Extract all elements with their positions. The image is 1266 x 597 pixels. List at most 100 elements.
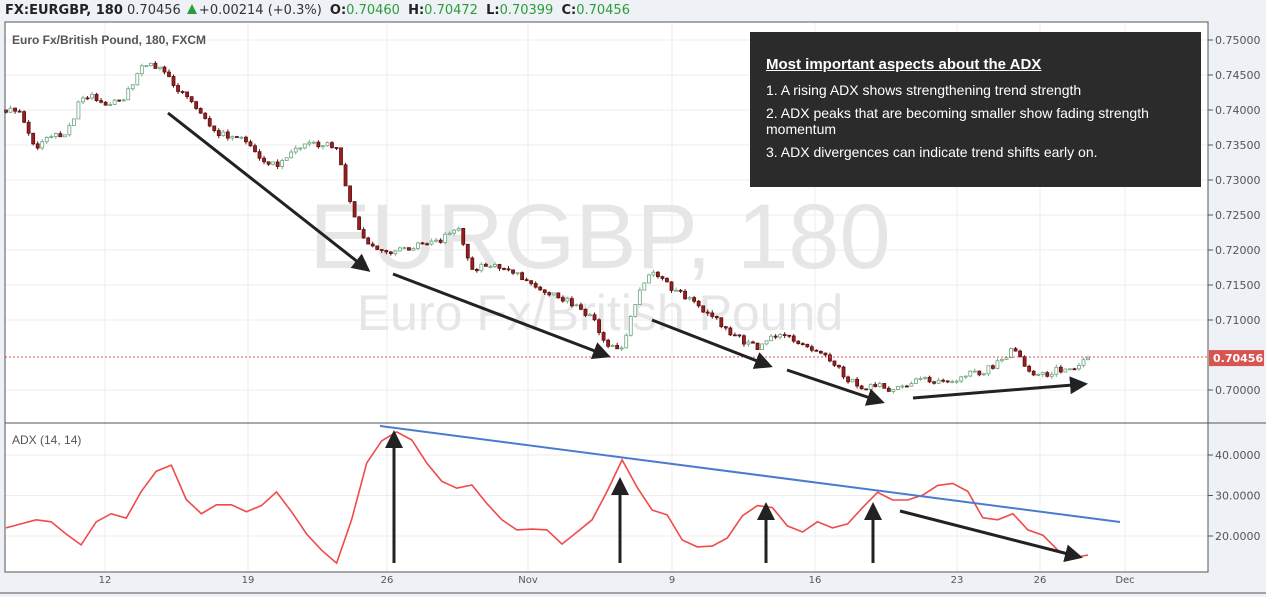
candle-down <box>1045 372 1050 377</box>
candle-up <box>447 232 452 235</box>
candle-up <box>139 65 144 75</box>
candle-down <box>665 278 669 283</box>
candle-down <box>701 305 706 313</box>
symbol-name: FX:EURGBP, 180 <box>5 3 123 18</box>
candle-down <box>1013 348 1018 352</box>
candle-up <box>289 151 294 159</box>
candle-up <box>293 147 298 153</box>
candle-up <box>112 99 117 105</box>
candle-down <box>153 62 158 69</box>
high-label: H: <box>408 3 425 18</box>
candle-down <box>773 335 778 338</box>
price-change: +0.00214 (+0.3%) <box>198 3 322 18</box>
candle-up <box>402 247 407 250</box>
candle-up <box>158 66 162 69</box>
adx-tick-label: 30.0000 <box>1215 490 1261 503</box>
candle-down <box>185 91 189 98</box>
candle-down <box>841 366 846 378</box>
candle-down <box>257 151 262 159</box>
candle-down <box>800 343 805 346</box>
candle-up <box>637 289 642 305</box>
price-tick-label: 0.70000 <box>1215 384 1261 397</box>
candle-down <box>606 339 611 347</box>
candle-down <box>742 335 746 345</box>
candle-up <box>954 380 959 383</box>
candle-down <box>805 343 810 348</box>
high-value: 0.70472 <box>424 3 478 18</box>
candle-up <box>434 239 438 242</box>
candle-down <box>275 161 280 167</box>
candle-up <box>986 365 991 375</box>
candle-down <box>334 147 339 149</box>
candle-down <box>253 145 257 153</box>
candle-up <box>1036 374 1041 376</box>
candle-up <box>918 378 923 380</box>
candle-up <box>135 73 140 86</box>
candle-up <box>456 228 461 231</box>
candle-down <box>927 376 932 383</box>
candle-up <box>298 147 303 150</box>
adx-legend[interactable]: ADX (14, 14) <box>12 433 82 447</box>
candle-up <box>230 136 235 139</box>
info-point: 3. ADX divergences can indicate trend sh… <box>766 144 1098 160</box>
low-label: L: <box>486 3 500 18</box>
candle-down <box>547 292 552 296</box>
axes[interactable]: 0.75000 0.74500 0.74000 0.73500 0.73000 0.725… <box>99 34 1264 586</box>
candle-down <box>542 289 547 293</box>
last-price: 0.70456 <box>127 3 181 18</box>
watermark-symbol: EURGBP, 180 <box>309 186 890 288</box>
candle-down <box>601 332 606 341</box>
candle-down <box>207 118 212 127</box>
candle-down <box>809 346 814 351</box>
candle-up <box>1040 372 1045 375</box>
candle-up <box>624 334 629 349</box>
candle-down <box>420 242 425 245</box>
candle-down <box>791 335 796 342</box>
price-tick-label: 0.72000 <box>1215 244 1261 257</box>
candle-down <box>99 100 103 103</box>
candle-up <box>321 145 325 148</box>
candle-down <box>1018 350 1022 357</box>
candle-up <box>8 107 13 113</box>
candle-down <box>474 268 479 272</box>
candle-down <box>991 365 995 369</box>
candle-up <box>574 304 579 307</box>
candle-up <box>271 161 276 165</box>
candle-down <box>225 131 230 139</box>
candle-up <box>429 240 434 245</box>
candle-up <box>760 343 764 350</box>
candle-up <box>307 141 312 145</box>
candle-up <box>1049 373 1054 377</box>
annotations <box>167 111 1121 563</box>
series-legend[interactable]: Euro Fx/British Pound, 180, FXCM <box>12 33 207 47</box>
candle-up <box>651 271 656 276</box>
candle-down <box>22 111 27 123</box>
candle-down <box>1022 356 1027 367</box>
candle-down <box>855 378 860 387</box>
candle-up <box>72 118 76 126</box>
candle-up <box>950 381 955 384</box>
candle-down <box>248 141 253 147</box>
candle-down <box>710 312 715 317</box>
candle-down <box>583 308 588 316</box>
candle-up <box>126 88 131 101</box>
price-tick-label: 0.73500 <box>1215 139 1261 152</box>
candle-down <box>728 327 733 336</box>
time-tick-label: 26 <box>381 575 394 586</box>
candle-down <box>1058 366 1063 373</box>
price-tick-label: 0.74000 <box>1215 104 1261 117</box>
candle-up <box>284 157 289 161</box>
open-label: O: <box>329 3 347 18</box>
candle-down <box>384 250 389 253</box>
candle-up <box>891 389 896 392</box>
candle-up <box>909 383 914 387</box>
candle-up <box>995 360 1000 369</box>
price-tick-label: 0.71000 <box>1215 314 1261 327</box>
triangle-up-icon <box>186 4 197 14</box>
candle-up <box>914 378 918 384</box>
candle-up <box>1009 348 1013 359</box>
candle-down <box>615 345 620 350</box>
adx-trendline <box>379 425 1121 523</box>
candle-down <box>905 385 909 388</box>
